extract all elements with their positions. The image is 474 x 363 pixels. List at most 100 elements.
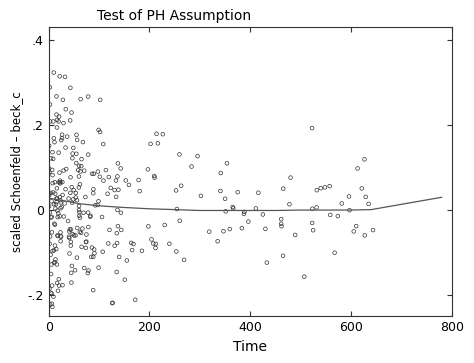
Point bbox=[292, 232, 299, 238]
Point bbox=[47, 215, 55, 220]
Point bbox=[172, 188, 180, 193]
Point bbox=[69, 231, 76, 237]
Point bbox=[67, 85, 74, 91]
Point bbox=[369, 227, 377, 233]
Point bbox=[91, 203, 99, 208]
Point bbox=[91, 250, 98, 256]
Point bbox=[361, 156, 368, 162]
Point bbox=[68, 263, 76, 269]
Point bbox=[75, 209, 83, 215]
Point bbox=[51, 242, 59, 248]
Point bbox=[117, 166, 125, 171]
Point bbox=[54, 233, 62, 239]
Point bbox=[194, 153, 201, 159]
Point bbox=[95, 127, 102, 133]
Point bbox=[69, 196, 77, 202]
Point bbox=[98, 214, 106, 220]
Point bbox=[49, 156, 57, 162]
Point bbox=[75, 174, 83, 179]
Point bbox=[279, 253, 287, 259]
Point bbox=[55, 210, 62, 216]
Point bbox=[220, 228, 228, 234]
Point bbox=[47, 271, 55, 277]
Point bbox=[252, 205, 260, 211]
Point bbox=[152, 241, 160, 247]
Point bbox=[131, 297, 139, 303]
Point bbox=[47, 252, 55, 258]
Point bbox=[352, 223, 360, 229]
Point bbox=[48, 301, 55, 307]
Point bbox=[310, 227, 317, 233]
Point bbox=[84, 152, 92, 158]
Point bbox=[154, 140, 162, 146]
Point bbox=[84, 224, 92, 230]
Point bbox=[238, 225, 246, 231]
Point bbox=[75, 207, 83, 213]
Point bbox=[78, 163, 85, 169]
Point bbox=[121, 277, 128, 283]
Point bbox=[57, 229, 64, 235]
Point bbox=[53, 195, 61, 201]
Point bbox=[205, 229, 213, 234]
Point bbox=[96, 97, 104, 103]
Point bbox=[66, 118, 74, 123]
Point bbox=[112, 178, 120, 183]
Point bbox=[57, 234, 65, 240]
Point bbox=[53, 185, 61, 191]
Point bbox=[48, 316, 55, 322]
Point bbox=[255, 190, 262, 196]
Point bbox=[94, 202, 101, 208]
Point bbox=[277, 221, 285, 227]
Point bbox=[109, 300, 116, 306]
Point bbox=[317, 185, 325, 191]
Point bbox=[223, 160, 231, 166]
Point bbox=[50, 260, 58, 266]
Point bbox=[84, 94, 92, 99]
Point bbox=[286, 201, 293, 207]
Point bbox=[115, 254, 123, 260]
Point bbox=[46, 286, 53, 291]
Point bbox=[46, 234, 54, 240]
Point bbox=[96, 129, 104, 135]
Point bbox=[176, 218, 183, 224]
Point bbox=[62, 106, 70, 112]
Point bbox=[48, 283, 56, 289]
Point bbox=[176, 151, 183, 157]
Point bbox=[147, 141, 155, 147]
Point bbox=[59, 97, 67, 103]
Point bbox=[81, 168, 88, 174]
Point bbox=[114, 160, 122, 166]
Point bbox=[54, 214, 62, 220]
Point bbox=[53, 280, 61, 286]
Point bbox=[73, 225, 81, 231]
Point bbox=[104, 241, 112, 246]
Point bbox=[88, 171, 96, 177]
Point bbox=[287, 175, 294, 180]
Point bbox=[278, 223, 285, 229]
Point bbox=[53, 112, 60, 118]
Point bbox=[125, 182, 133, 188]
Point bbox=[301, 274, 308, 280]
Point bbox=[54, 117, 61, 123]
Point bbox=[77, 168, 84, 174]
Point bbox=[77, 96, 84, 102]
Point bbox=[79, 226, 86, 232]
Point bbox=[47, 190, 55, 196]
Point bbox=[114, 174, 121, 179]
Point bbox=[76, 182, 84, 187]
Point bbox=[47, 262, 55, 268]
Point bbox=[73, 197, 81, 203]
Point bbox=[48, 214, 55, 220]
Point bbox=[74, 167, 82, 173]
Point bbox=[66, 190, 74, 196]
Point bbox=[78, 156, 85, 162]
Point bbox=[50, 201, 58, 207]
Point bbox=[229, 204, 237, 210]
Point bbox=[173, 206, 181, 212]
Point bbox=[62, 145, 69, 151]
Point bbox=[277, 216, 285, 222]
Point bbox=[73, 160, 80, 166]
Point bbox=[65, 234, 73, 240]
Point bbox=[338, 200, 346, 206]
Point bbox=[217, 188, 224, 194]
